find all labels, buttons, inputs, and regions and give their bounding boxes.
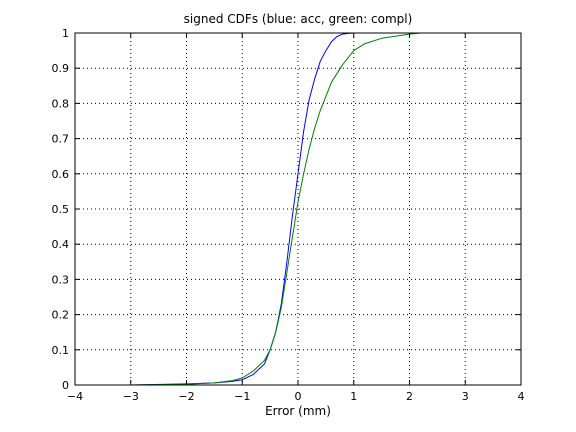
y-tick-label: 1 — [62, 27, 69, 40]
series-line-2 — [75, 32, 521, 386]
x-tick-label: 4 — [518, 390, 525, 403]
y-tick-label: 0.2 — [52, 309, 70, 322]
x-tick-label: 0 — [295, 390, 302, 403]
x-tick-label: −1 — [234, 390, 250, 403]
tick-labels: −4 −3 −2 −1 0 1 2 3 4 0 0.1 0.2 0.3 0.4 0.5 0.6 0.7 0.8 0.… — [52, 27, 525, 403]
x-tick-label: 1 — [350, 390, 357, 403]
series-line-1 — [75, 32, 521, 386]
y-tick-label: 0.5 — [52, 203, 70, 216]
series-layer — [75, 32, 521, 386]
chart-title: signed CDFs (blue: acc, green: compl) — [184, 12, 413, 26]
y-tick-label: 0.9 — [52, 62, 70, 75]
x-tick-label: −4 — [67, 390, 83, 403]
x-tick-label: 2 — [406, 390, 413, 403]
ticks — [74, 32, 522, 386]
grid — [75, 33, 521, 385]
x-tick-label: −3 — [123, 390, 139, 403]
y-tick-label: 0.7 — [52, 133, 70, 146]
x-tick-label: −2 — [178, 390, 194, 403]
y-tick-label: 0.6 — [52, 168, 70, 181]
y-tick-label: 0.1 — [52, 344, 70, 357]
y-tick-label: 0.3 — [52, 273, 70, 286]
y-tick-label: 0.8 — [52, 97, 70, 110]
x-tick-label: 3 — [462, 390, 469, 403]
x-axis-label: Error (mm) — [265, 404, 331, 418]
y-tick-label: 0 — [62, 379, 69, 392]
y-tick-label: 0.4 — [52, 238, 70, 251]
